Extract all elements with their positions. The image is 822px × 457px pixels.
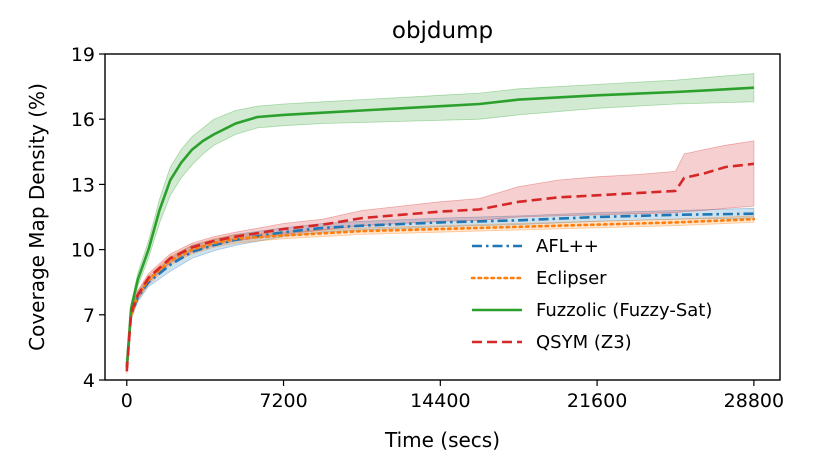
- x-tick-label: 28800: [724, 390, 784, 412]
- x-axis-label: Time (secs): [384, 428, 500, 452]
- y-tick-label: 10: [71, 240, 95, 262]
- legend-label-fuzzolic-fuzzy-sat: Fuzzolic (Fuzzy-Sat): [536, 300, 712, 321]
- y-tick-label: 19: [71, 44, 95, 66]
- plot-frame: [104, 53, 781, 381]
- series-lines: [125, 86, 756, 372]
- y-tick-label: 16: [71, 109, 95, 131]
- legend-label-afl: AFL++: [536, 236, 599, 257]
- y-axis-label: Coverage Map Density (%): [25, 83, 49, 351]
- y-tick-label: 7: [83, 305, 95, 327]
- line-eclipser: [125, 217, 756, 369]
- legend-label-eclipser: Eclipser: [536, 268, 607, 289]
- confidence-bands: [126, 73, 755, 374]
- legend-label-qsym-z3: QSYM (Z3): [536, 332, 632, 353]
- chart-title: objdump: [392, 18, 493, 44]
- band-fuzzolic-fuzzy-sat: [126, 73, 755, 370]
- x-tick-label: 14400: [410, 390, 470, 412]
- x-tick-label: 21600: [567, 390, 627, 412]
- x-tick-label: 0: [121, 390, 133, 412]
- axis-ticks: 0 7200 14400 21600 28800 4 7 10 13 16 19: [71, 44, 784, 412]
- y-tick-label: 13: [71, 174, 95, 196]
- line-qsym-z3: [125, 162, 755, 372]
- legend: AFL++ Eclipser Fuzzolic (Fuzzy-Sat) QSYM (Z…: [470, 236, 712, 353]
- y-tick-label: 4: [83, 370, 95, 392]
- line-fuzzolic-fuzzy-sat: [125, 86, 754, 368]
- x-tick-label: 7200: [259, 390, 307, 412]
